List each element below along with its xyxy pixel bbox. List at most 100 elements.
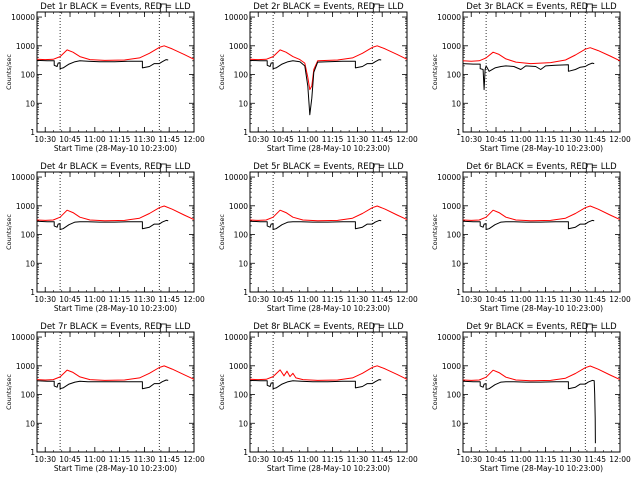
x-axis-label: Start Time (28-May-10 10:23:00) bbox=[54, 464, 177, 473]
x-tick-label: 10:30 bbox=[247, 135, 269, 144]
x-tick-label: 11:30 bbox=[134, 455, 156, 464]
y-axis-label: Counts/sec bbox=[5, 54, 13, 90]
y-tick-label: 10 bbox=[451, 99, 461, 108]
y-tick-label: 1000 bbox=[442, 362, 461, 371]
y-tick-label: 1 bbox=[243, 288, 248, 297]
x-tick-label: 12:00 bbox=[396, 295, 418, 304]
lld-series-line bbox=[249, 365, 408, 381]
x-tick-label: 10:45 bbox=[485, 295, 507, 304]
x-tick-label: 10:30 bbox=[460, 295, 482, 304]
detector-panel: Det 7r BLACK = Events, RED = LLD 1 10 100 10… bbox=[5, 322, 205, 473]
x-tick-label: 12:00 bbox=[183, 135, 205, 144]
y-tick-label: 10 bbox=[25, 259, 35, 268]
y-axis-label: Counts/sec bbox=[218, 54, 226, 90]
y-tick-label: 10000 bbox=[437, 173, 461, 182]
plot-frame bbox=[462, 331, 621, 453]
panel-title: Det 6r BLACK = Events, RED = LLD bbox=[466, 162, 617, 172]
plot-frame bbox=[36, 171, 195, 293]
lld-series-line bbox=[462, 47, 621, 65]
panel-title: Det 2r BLACK = Events, RED = LLD bbox=[253, 2, 404, 12]
y-tick-label: 1000 bbox=[442, 202, 461, 211]
y-tick-label: 10000 bbox=[11, 13, 35, 22]
y-tick-label: 1000 bbox=[16, 42, 35, 51]
x-tick-label: 11:00 bbox=[510, 295, 532, 304]
x-tick-label: 11:00 bbox=[84, 135, 106, 144]
x-tick-label: 10:45 bbox=[59, 295, 81, 304]
x-tick-label: 11:00 bbox=[510, 135, 532, 144]
lld-series-line bbox=[249, 205, 408, 222]
x-axis-label: Start Time (28-May-10 10:23:00) bbox=[480, 464, 603, 473]
y-tick-label: 1000 bbox=[16, 202, 35, 211]
x-tick-label: 11:00 bbox=[297, 135, 319, 144]
x-tick-label: 11:00 bbox=[84, 295, 106, 304]
detector-panel: Det 3r BLACK = Events, RED = LLD 1 10 100 10… bbox=[431, 2, 631, 153]
detector-panel: Det 6r BLACK = Events, RED = LLD 1 10 100 10… bbox=[431, 162, 631, 313]
x-tick-label: 11:15 bbox=[322, 295, 344, 304]
x-tick-label: 10:30 bbox=[460, 455, 482, 464]
y-tick-label: 1000 bbox=[229, 42, 248, 51]
y-tick-label: 100 bbox=[234, 231, 249, 240]
events-series-line bbox=[249, 379, 382, 390]
marker-box bbox=[372, 3, 380, 13]
x-tick-label: 11:45 bbox=[371, 135, 393, 144]
detector-panel: Det 5r BLACK = Events, RED = LLD 1 10 100 10… bbox=[218, 162, 418, 313]
y-tick-label: 10 bbox=[25, 419, 35, 428]
panel-title: Det 1r BLACK = Events, RED = LLD bbox=[40, 2, 191, 12]
x-tick-label: 12:00 bbox=[396, 135, 418, 144]
x-axis-label: Start Time (28-May-10 10:23:00) bbox=[54, 304, 177, 313]
lld-series-line bbox=[249, 45, 408, 91]
x-tick-label: 11:15 bbox=[109, 135, 131, 144]
x-tick-label: 11:45 bbox=[158, 455, 180, 464]
x-tick-label: 10:30 bbox=[460, 135, 482, 144]
x-tick-label: 11:45 bbox=[158, 135, 180, 144]
y-tick-label: 1000 bbox=[229, 362, 248, 371]
x-tick-label: 11:30 bbox=[347, 455, 369, 464]
y-tick-label: 10 bbox=[25, 99, 35, 108]
y-tick-label: 10000 bbox=[224, 13, 248, 22]
y-tick-label: 1 bbox=[456, 448, 461, 457]
y-tick-label: 10 bbox=[238, 99, 248, 108]
marker-box bbox=[159, 323, 167, 333]
y-tick-label: 1 bbox=[243, 128, 248, 137]
x-tick-label: 11:00 bbox=[297, 295, 319, 304]
lld-series-line bbox=[36, 365, 195, 381]
x-tick-label: 11:15 bbox=[322, 135, 344, 144]
y-tick-label: 100 bbox=[21, 71, 36, 80]
events-series-line bbox=[36, 59, 169, 70]
marker-box bbox=[159, 3, 167, 13]
marker-box bbox=[585, 323, 593, 333]
marker-box bbox=[372, 163, 380, 173]
y-tick-label: 100 bbox=[447, 71, 462, 80]
events-series-line bbox=[249, 219, 382, 230]
x-tick-label: 11:15 bbox=[535, 455, 557, 464]
x-tick-label: 10:45 bbox=[59, 455, 81, 464]
marker-box bbox=[585, 3, 593, 13]
x-tick-label: 11:15 bbox=[322, 455, 344, 464]
x-tick-label: 11:30 bbox=[560, 295, 582, 304]
x-tick-label: 11:45 bbox=[584, 135, 606, 144]
x-tick-label: 12:00 bbox=[183, 455, 205, 464]
detector-panel: Det 2r BLACK = Events, RED = LLD 1 10 100 10… bbox=[218, 2, 418, 153]
x-tick-label: 10:45 bbox=[272, 455, 294, 464]
detector-panel: Det 4r BLACK = Events, RED = LLD 1 10 100 10… bbox=[5, 162, 205, 313]
x-axis-label: Start Time (28-May-10 10:23:00) bbox=[480, 144, 603, 153]
marker-box bbox=[372, 323, 380, 333]
y-axis-label: Counts/sec bbox=[5, 374, 13, 410]
y-tick-label: 10000 bbox=[224, 333, 248, 342]
y-tick-label: 10000 bbox=[224, 173, 248, 182]
x-tick-label: 11:30 bbox=[560, 455, 582, 464]
x-tick-label: 11:15 bbox=[535, 295, 557, 304]
x-tick-label: 10:45 bbox=[485, 455, 507, 464]
panel-title: Det 4r BLACK = Events, RED = LLD bbox=[40, 162, 191, 172]
plot-frame bbox=[462, 11, 621, 133]
x-axis-label: Start Time (28-May-10 10:23:00) bbox=[480, 304, 603, 313]
y-tick-label: 1 bbox=[456, 128, 461, 137]
y-tick-label: 100 bbox=[447, 391, 462, 400]
plot-frame bbox=[36, 331, 195, 453]
x-axis-label: Start Time (28-May-10 10:23:00) bbox=[54, 144, 177, 153]
events-series-line bbox=[36, 379, 169, 390]
events-series-line bbox=[36, 219, 169, 230]
y-tick-label: 100 bbox=[447, 231, 462, 240]
